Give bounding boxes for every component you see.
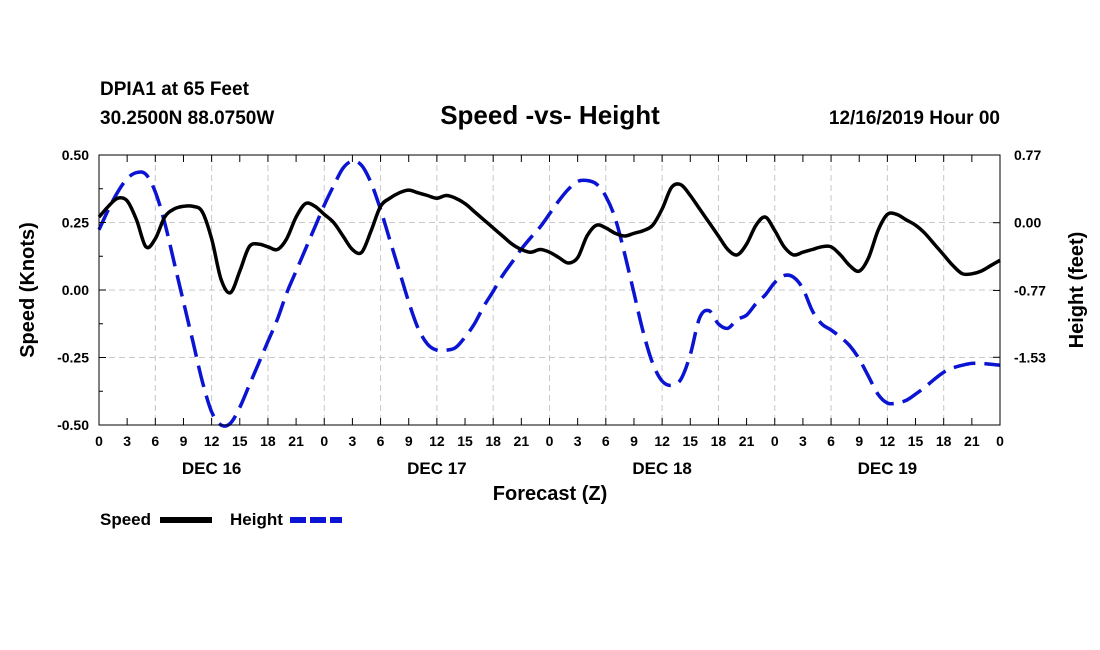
x-tick-label: 15 — [232, 433, 248, 449]
y-left-tick-label: 0.00 — [62, 282, 89, 298]
x-tick-label: 9 — [405, 433, 413, 449]
y-right-tick-label: 0.00 — [1014, 215, 1041, 231]
x-tick-label: 18 — [711, 433, 727, 449]
y-axis-right-title: Height (feet) — [1066, 232, 1088, 349]
location-label: 30.2500N 88.0750W — [100, 108, 274, 129]
x-day-label: DEC 16 — [182, 459, 242, 478]
chart-title: Speed -vs- Height — [440, 100, 660, 130]
x-tick-label: 9 — [180, 433, 188, 449]
x-tick-label: 18 — [260, 433, 276, 449]
y-left-tick-label: 0.25 — [62, 215, 89, 231]
x-tick-label: 18 — [485, 433, 501, 449]
x-tick-label: 0 — [546, 433, 554, 449]
x-tick-label: 9 — [630, 433, 638, 449]
x-tick-label: 18 — [936, 433, 952, 449]
x-tick-label: 0 — [771, 433, 779, 449]
series-line-height — [97, 159, 1001, 428]
y-left-tick-label: -0.50 — [57, 417, 89, 433]
station-label: DPIA1 at 65 Feet — [100, 79, 250, 100]
x-tick-label: 6 — [602, 433, 610, 449]
x-tick-label: 0 — [996, 433, 1004, 449]
x-tick-label: 3 — [123, 433, 131, 449]
y-right-tick-label: 0.77 — [1014, 147, 1041, 163]
x-tick-label: 12 — [429, 433, 445, 449]
x-tick-label: 9 — [855, 433, 863, 449]
x-tick-label: 21 — [964, 433, 980, 449]
x-tick-label: 15 — [682, 433, 698, 449]
x-tick-label: 3 — [349, 433, 357, 449]
series-layer — [97, 159, 1001, 428]
x-tick-label: 12 — [204, 433, 220, 449]
y-right-tick-label: -0.77 — [1014, 282, 1046, 298]
legend-speed-label: Speed — [100, 510, 151, 529]
x-tick-label: 0 — [320, 433, 328, 449]
x-tick-label: 21 — [739, 433, 755, 449]
x-tick-label: 3 — [799, 433, 807, 449]
x-tick-label: 6 — [377, 433, 385, 449]
forecast-time-label: 12/16/2019 Hour 00 — [829, 108, 1000, 129]
y-left-tick-label: -0.25 — [57, 350, 89, 366]
series-line-speed — [97, 182, 1001, 295]
x-tick-label: 6 — [151, 433, 159, 449]
legend-height-label: Height — [230, 510, 283, 529]
y-right-tick-label: -1.53 — [1014, 349, 1046, 365]
x-tick-label: 21 — [514, 433, 530, 449]
x-tick-label: 6 — [827, 433, 835, 449]
y-left-tick-label: 0.50 — [62, 147, 89, 163]
y-axis-left-title: Speed (Knots) — [17, 222, 39, 358]
x-axis-title: Forecast (Z) — [493, 483, 607, 505]
x-tick-label: 15 — [457, 433, 473, 449]
x-tick-label: 3 — [574, 433, 582, 449]
x-day-label: DEC 19 — [858, 459, 918, 478]
grid — [99, 155, 1000, 425]
x-tick-label: 15 — [908, 433, 924, 449]
legend: Speed Height — [100, 510, 342, 529]
x-day-label: DEC 18 — [632, 459, 692, 478]
x-day-label: DEC 17 — [407, 459, 467, 478]
x-tick-label: 12 — [654, 433, 670, 449]
axis-ticks: 0 3 6 9 12 15 18 21 0 3 6 9 12 15 18 21 0 3 6 9 12 15 18 21 0 3 6 9… — [57, 147, 1046, 478]
x-tick-label: 0 — [95, 433, 103, 449]
x-tick-label: 21 — [288, 433, 304, 449]
x-tick-label: 12 — [880, 433, 896, 449]
